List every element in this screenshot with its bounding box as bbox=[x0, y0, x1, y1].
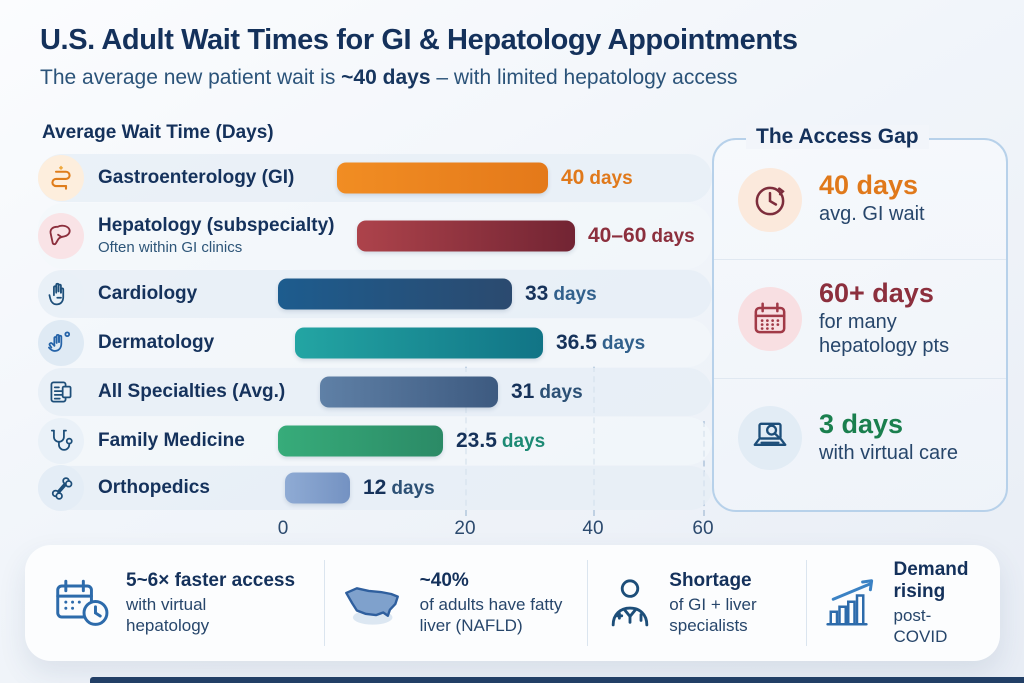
access-gap-stat: 40 days bbox=[819, 170, 919, 201]
wait-value: 40 days bbox=[561, 166, 633, 189]
chart-row-gastroenterology: Gastroenterology (GI) 40 days bbox=[38, 154, 712, 202]
footer-stat-rest: with virtual hepatology bbox=[126, 594, 210, 635]
specialty-label: Hepatology (subspecialty) bbox=[98, 214, 335, 236]
specialty-label: Dermatology bbox=[98, 331, 215, 353]
footer-stat-rest: post-COVID bbox=[893, 605, 948, 646]
intestines-icon bbox=[38, 155, 84, 201]
chart-row-dermatology: Dermatology 36.5 days bbox=[38, 319, 712, 367]
gridline-60 bbox=[703, 421, 705, 516]
specialty-label: Orthopedics bbox=[98, 476, 210, 498]
subtitle-suffix: – with limited hepatology access bbox=[430, 66, 738, 89]
chart-row-all-specialties: All Specialties (Avg.) 31 days bbox=[38, 368, 712, 416]
footer-stat-bold: ~40% bbox=[419, 569, 469, 591]
bone-icon bbox=[38, 465, 84, 511]
specialty-label: All Specialties (Avg.) bbox=[98, 380, 286, 402]
page-subtitle: The average new patient wait is ~40 days… bbox=[40, 66, 798, 90]
wait-bar bbox=[295, 327, 543, 359]
footer-stat-text: Shortage of GI + liver specialists bbox=[669, 570, 789, 636]
wait-value: 36.5 days bbox=[556, 331, 646, 354]
bottom-accent-bar bbox=[90, 677, 1024, 683]
footer-stat-bold: Demand rising bbox=[893, 558, 969, 602]
access-gap-desc: avg. GI wait bbox=[819, 203, 925, 226]
x-axis-tick: 0 bbox=[277, 518, 289, 539]
wait-value: 33 days bbox=[525, 282, 597, 305]
header: U.S. Adult Wait Times for GI & Hepatolog… bbox=[40, 24, 798, 90]
clock-icon bbox=[738, 167, 802, 232]
subtitle-highlight: ~40 days bbox=[341, 66, 431, 89]
access-gap-item-hepatology-wait: 60+ days for many hepatology pts bbox=[714, 259, 1006, 378]
footer-stat-nafld: ~40% of adults have fatty liver (NAFLD) bbox=[323, 560, 588, 646]
specialty-label: Cardiology bbox=[98, 282, 198, 304]
footer-stats-strip: 5~6× faster access with virtual hepatolo… bbox=[25, 545, 1000, 661]
access-gap-item-gi-wait: 40 days avg. GI wait bbox=[714, 140, 1006, 259]
specialty-label: Family Medicine bbox=[98, 429, 245, 451]
access-gap-text: 60+ days for many hepatology pts bbox=[819, 280, 964, 357]
chart-row-orthopedics: Orthopedics 12 days bbox=[38, 465, 712, 511]
specialty-label: Gastroenterology (GI) bbox=[98, 166, 295, 188]
specialty-sublabel: Often within GI clinics bbox=[98, 239, 243, 257]
specialty-label-block: Hepatology (subspecialty) Often within G… bbox=[98, 214, 335, 257]
x-axis-tick: 20 bbox=[454, 518, 476, 539]
wait-bar bbox=[337, 162, 548, 194]
footer-stat-rest: of adults have fatty liver (NAFLD) bbox=[419, 594, 563, 635]
access-gap-stat: 60+ days bbox=[819, 278, 934, 309]
x-axis-tick: 60 bbox=[692, 518, 714, 539]
bar-chart-rising-icon bbox=[823, 578, 881, 628]
wait-value: 12 days bbox=[363, 476, 435, 499]
access-gap-item-virtual-care: 3 days with virtual care bbox=[714, 378, 1006, 497]
x-axis-tick: 40 bbox=[582, 518, 604, 539]
chart-title: Average Wait Time (Days) bbox=[42, 122, 274, 143]
footer-stat-shortage: Shortage of GI + liver specialists bbox=[587, 560, 805, 646]
footer-stat-text: ~40% of adults have fatty liver (NAFLD) bbox=[420, 570, 572, 636]
page-title: U.S. Adult Wait Times for GI & Hepatolog… bbox=[40, 24, 798, 56]
stethoscope-icon bbox=[38, 418, 84, 464]
chart-row-family-medicine: Family Medicine 23.5 days bbox=[38, 417, 712, 465]
footer-stat-demand: Demand rising post-COVID bbox=[805, 559, 990, 647]
footer-stat-bold: 5~6× faster access bbox=[126, 569, 296, 591]
wait-bar bbox=[357, 220, 575, 252]
hand-care-icon bbox=[38, 320, 84, 366]
footer-stat-text: Demand rising post-COVID bbox=[894, 559, 974, 647]
access-gap-title: The Access Gap bbox=[746, 125, 929, 149]
x-axis: 0 20 40 60 bbox=[38, 518, 714, 544]
chart-rows: Gastroenterology (GI) 40 days Hepatology … bbox=[38, 154, 712, 511]
access-gap-desc: for many hepatology pts bbox=[819, 311, 950, 357]
access-gap-desc: with virtual care bbox=[819, 441, 958, 464]
calendar-icon bbox=[738, 287, 802, 351]
access-gap-text: 40 days avg. GI wait bbox=[819, 172, 925, 226]
wait-bar bbox=[320, 376, 498, 408]
doctor-icon bbox=[604, 575, 656, 632]
us-map-icon bbox=[341, 581, 407, 626]
document-icon bbox=[38, 369, 84, 415]
footer-stat-rest: of GI + liver specialists bbox=[669, 594, 757, 635]
wait-value: 40–60 days bbox=[588, 224, 695, 247]
wait-bar bbox=[278, 425, 443, 457]
access-gap-stat: 3 days bbox=[819, 408, 904, 439]
wait-value: 23.5 days bbox=[456, 429, 546, 452]
wait-bar bbox=[278, 278, 512, 310]
hand-heart-icon bbox=[38, 271, 84, 317]
laptop-search-icon bbox=[738, 406, 802, 470]
footer-stat-text: 5~6× faster access with virtual hepatolo… bbox=[126, 570, 295, 636]
calendar-clock-icon bbox=[51, 575, 113, 632]
chart-row-cardiology: Cardiology 33 days bbox=[38, 270, 712, 318]
liver-icon bbox=[38, 213, 84, 259]
wait-time-chart: Average Wait Time (Days) Gastroenterolog… bbox=[38, 122, 714, 544]
wait-bar bbox=[285, 472, 350, 504]
access-gap-panel: The Access Gap 40 days avg. GI wait 60+ … bbox=[712, 125, 1008, 512]
footer-stat-bold: Shortage bbox=[669, 569, 752, 591]
wait-value: 31 days bbox=[511, 380, 583, 403]
chart-row-hepatology: Hepatology (subspecialty) Often within G… bbox=[38, 203, 712, 269]
footer-stat-virtual-access: 5~6× faster access with virtual hepatolo… bbox=[35, 560, 324, 646]
access-gap-text: 3 days with virtual care bbox=[819, 408, 958, 465]
subtitle-prefix: The average new patient wait is bbox=[40, 66, 342, 89]
